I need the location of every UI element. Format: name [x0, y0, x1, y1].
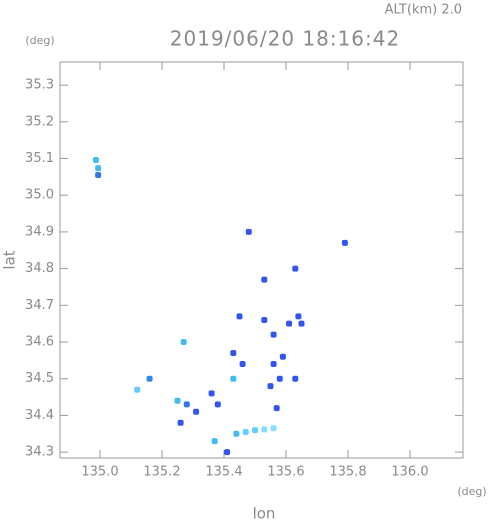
- y-tick-label: 34.3: [25, 445, 54, 460]
- echo-point: [236, 313, 243, 320]
- y-unit: (deg): [25, 34, 54, 47]
- y-tick-label: 34.6: [25, 335, 54, 350]
- echo-point: [230, 350, 237, 357]
- echo-point: [242, 428, 249, 435]
- y-tick-label: 34.5: [25, 371, 54, 386]
- echo-point: [261, 276, 268, 283]
- echo-point: [267, 383, 274, 390]
- echo-point: [270, 361, 277, 368]
- echo-point: [270, 425, 277, 432]
- y-tick-label: 35.1: [25, 151, 54, 166]
- echo-point: [273, 405, 280, 412]
- x-tick-label: 135.6: [267, 465, 304, 480]
- echo-point: [92, 156, 99, 163]
- echo-point: [174, 397, 181, 404]
- echo-point: [261, 317, 268, 324]
- y-tick-label: 34.8: [25, 261, 54, 276]
- echo-point: [95, 172, 102, 179]
- x-axis-title: lon: [253, 505, 276, 521]
- echo-point: [261, 426, 268, 433]
- y-axis-title: lat: [1, 250, 19, 269]
- echo-point: [279, 353, 286, 360]
- echo-point: [233, 430, 240, 437]
- x-tick-label: 136.0: [391, 465, 428, 480]
- echo-point: [177, 419, 184, 426]
- y-tick-label: 35.2: [25, 114, 54, 129]
- echo-point: [239, 361, 246, 368]
- echo-point: [292, 265, 299, 272]
- echo-point: [208, 390, 215, 397]
- echo-point: [245, 228, 252, 235]
- echo-point: [298, 320, 305, 327]
- echo-point: [146, 375, 153, 382]
- x-tick-label: 135.2: [143, 465, 180, 480]
- chart-title: 2019/06/20 18:16:42: [170, 27, 400, 51]
- x-tick-label: 135.8: [329, 465, 366, 480]
- echo-point: [224, 449, 231, 456]
- y-tick-label: 35.0: [25, 188, 54, 203]
- echo-point: [341, 239, 348, 246]
- echo-point: [230, 375, 237, 382]
- echo-point: [214, 401, 221, 408]
- y-tick-label: 34.7: [25, 298, 54, 313]
- echo-point: [292, 375, 299, 382]
- echo-point: [211, 438, 218, 445]
- echo-point: [193, 408, 200, 415]
- y-tick-label: 34.4: [25, 408, 54, 423]
- echo-point: [286, 320, 293, 327]
- plot-frame: [59, 61, 464, 459]
- echo-point: [276, 375, 283, 382]
- echo-point: [134, 386, 141, 393]
- altitude-label: ALT(km) 2.0: [385, 3, 462, 18]
- y-tick-label: 34.9: [25, 224, 54, 239]
- x-tick-label: 135.0: [81, 465, 118, 480]
- echo-point: [183, 401, 190, 408]
- y-tick-label: 35.3: [25, 78, 54, 93]
- echo-point: [180, 339, 187, 346]
- echo-point: [251, 427, 258, 434]
- x-unit: (deg): [457, 485, 486, 498]
- x-tick-label: 135.4: [205, 465, 242, 480]
- echo-point: [270, 331, 277, 338]
- echo-point: [95, 165, 102, 172]
- echo-point: [295, 313, 302, 320]
